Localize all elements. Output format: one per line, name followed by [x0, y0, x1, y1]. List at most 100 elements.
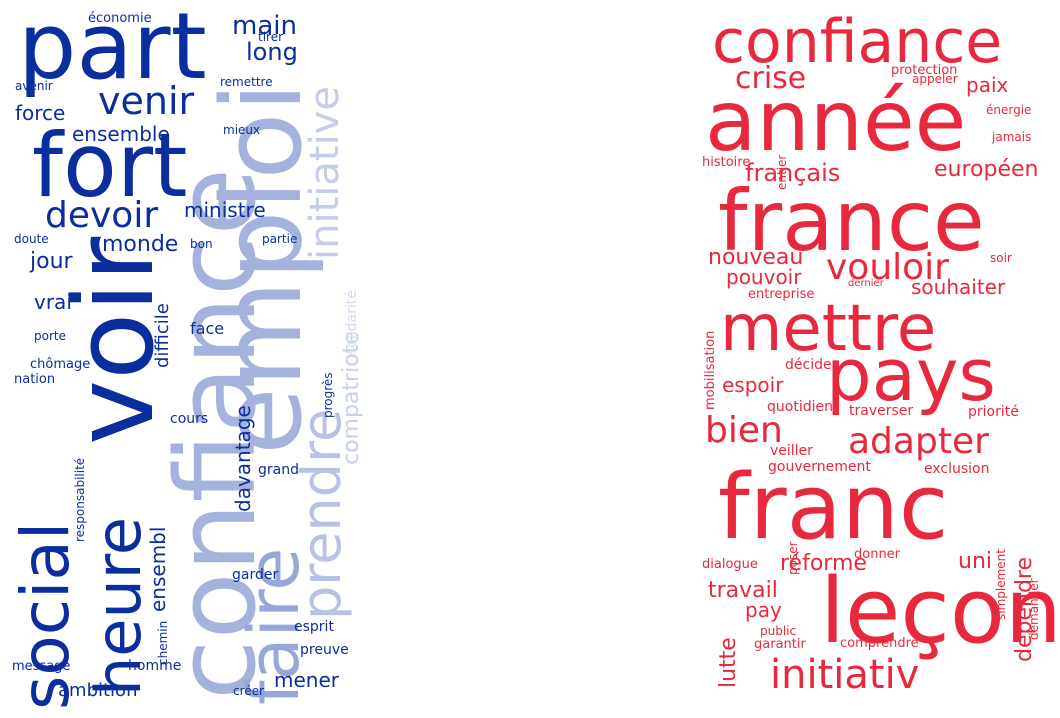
word-blue-chomage: chômage [30, 357, 90, 372]
word-blue-faire: faire [233, 548, 315, 705]
word-blue-venir: venir [98, 79, 195, 123]
word-red-france: france [718, 172, 985, 270]
word-red-pouvoir: pouvoir [726, 265, 802, 289]
word-red-adapter: adapter [848, 421, 989, 462]
word-blue-grand: grand [258, 462, 299, 478]
word-blue-responsabilite: responsabilité [73, 458, 87, 542]
word-red-dernier: dernier [848, 278, 885, 289]
word-red-simplement: simplement [994, 549, 1008, 620]
word-red-jamais: jamais [991, 130, 1031, 144]
word-blue-difficile: difficile [152, 303, 173, 368]
word-red-exclusion: exclusion [924, 461, 990, 477]
word-red-entreprise: entreprise [748, 287, 814, 302]
word-red-quotidien: quotidien [767, 399, 833, 415]
word-blue-confiance: confiance [152, 168, 280, 700]
word-blue-compatriote: compatriote [339, 331, 364, 465]
word-blue-face: face [190, 319, 224, 338]
word-red-lutte: lutte [716, 637, 741, 688]
word-red-priorite: priorité [968, 404, 1019, 420]
word-blue-force: force [15, 101, 65, 125]
word-blue-bon: bon [190, 237, 213, 251]
word-red-donner: donner [854, 547, 901, 562]
word-red-espoir: espoir [722, 373, 784, 397]
word-red-energie: énergie [986, 103, 1031, 117]
word-blue-vrai: vrai [34, 290, 72, 314]
word-blue-initiative: initiative [302, 86, 348, 260]
word-red-annee: année [705, 72, 966, 170]
word-blue-preuve: preuve [300, 642, 349, 658]
word-red-dialogue: dialogue [702, 557, 758, 572]
word-blue-long: long [246, 38, 298, 66]
word-red-comprendre: comprendre [840, 636, 919, 651]
word-blue-economie: économie [88, 11, 152, 26]
word-red-garantir: garantir [754, 637, 806, 652]
word-red-paix: paix [966, 73, 1009, 97]
word-blue-garder: garder [232, 567, 278, 583]
word-red-uni: uni [958, 549, 992, 574]
word-red-travail: travail [708, 578, 778, 603]
word-red-gouvernement: gouvernement [768, 459, 871, 475]
word-red-histoire: histoire [702, 155, 750, 170]
word-blue-ensembl: ensembl [146, 527, 170, 612]
word-blue-doute: doute [14, 232, 49, 246]
word-blue-porte: porte [34, 329, 66, 343]
word-red-protection: protection [891, 63, 957, 78]
word-blue-creer: créer [233, 684, 264, 698]
word-red-entier: entier [775, 155, 789, 190]
word-blue-jour: jour [29, 249, 74, 274]
word-blue-heure: heure [82, 517, 155, 696]
word-red-franc: franc [718, 455, 948, 560]
word-red-poser: poser [786, 541, 800, 575]
word-blue-progres: progrès [321, 372, 335, 418]
word-blue-solidarite: solidarité [344, 290, 360, 355]
word-blue-monde: monde [102, 232, 178, 257]
word-blue-esprit: esprit [294, 619, 334, 635]
word-red-reforme: réforme [780, 551, 867, 576]
word-blue-tirer: tirer [258, 30, 283, 44]
word-red-bien: bien [705, 410, 783, 451]
word-red-initiativ: initiativ [770, 652, 919, 698]
word-blue-main: main [232, 11, 297, 41]
word-blue-homme: homme [128, 658, 181, 674]
word-red-mobilisation: mobilisation [703, 331, 718, 410]
word-red-pay: pay [745, 598, 782, 622]
word-blue-part: part [18, 0, 207, 100]
word-blue-fort: fort [32, 114, 188, 217]
word-red-traverser: traverser [849, 403, 913, 419]
word-blue-partie: partie [262, 232, 297, 246]
word-red-lecon: leçon [820, 559, 1060, 664]
word-red-appeler: appeler [912, 72, 958, 86]
word-red-pays: pays [826, 333, 996, 417]
word-blue-ambition: ambition [58, 680, 137, 701]
word-red-decider: décider [785, 357, 838, 373]
word-red-public: public [760, 624, 796, 638]
word-blue-chemin: chemin [156, 621, 170, 665]
word-red-nouveau: nouveau [708, 245, 803, 270]
word-blue-mieux: mieux [223, 123, 260, 137]
word-blue-prendre: prendre [290, 409, 353, 620]
word-red-vouloir: vouloir [826, 247, 949, 288]
word-blue-davantage: davantage [231, 405, 255, 512]
word-blue-avenir: avenir [15, 79, 53, 93]
word-blue-message: message [12, 659, 70, 674]
word-red-francais: français [745, 159, 840, 187]
word-red-dependre: dépendre [1012, 557, 1037, 662]
word-red-soir: soir [990, 251, 1012, 265]
word-red-europeen: européen [934, 157, 1038, 182]
word-red-mettre: mettre [720, 292, 936, 366]
word-blue-mener: mener [274, 668, 340, 692]
word-blue-ministre: ministre [184, 198, 266, 222]
word-blue-ensemble: ensemble [72, 122, 170, 146]
word-red-souhaiter: souhaiter [911, 275, 1006, 299]
word-red-confiance: confiance [712, 7, 1002, 77]
word-blue-nation: nation [14, 372, 55, 387]
word-blue-voir: voir [50, 236, 178, 445]
word-red-demander: demander [1027, 578, 1041, 640]
word-blue-devoir: devoir [45, 195, 158, 236]
word-blue-remettre: remettre [220, 75, 273, 89]
word-red-crise: crise [735, 61, 806, 96]
